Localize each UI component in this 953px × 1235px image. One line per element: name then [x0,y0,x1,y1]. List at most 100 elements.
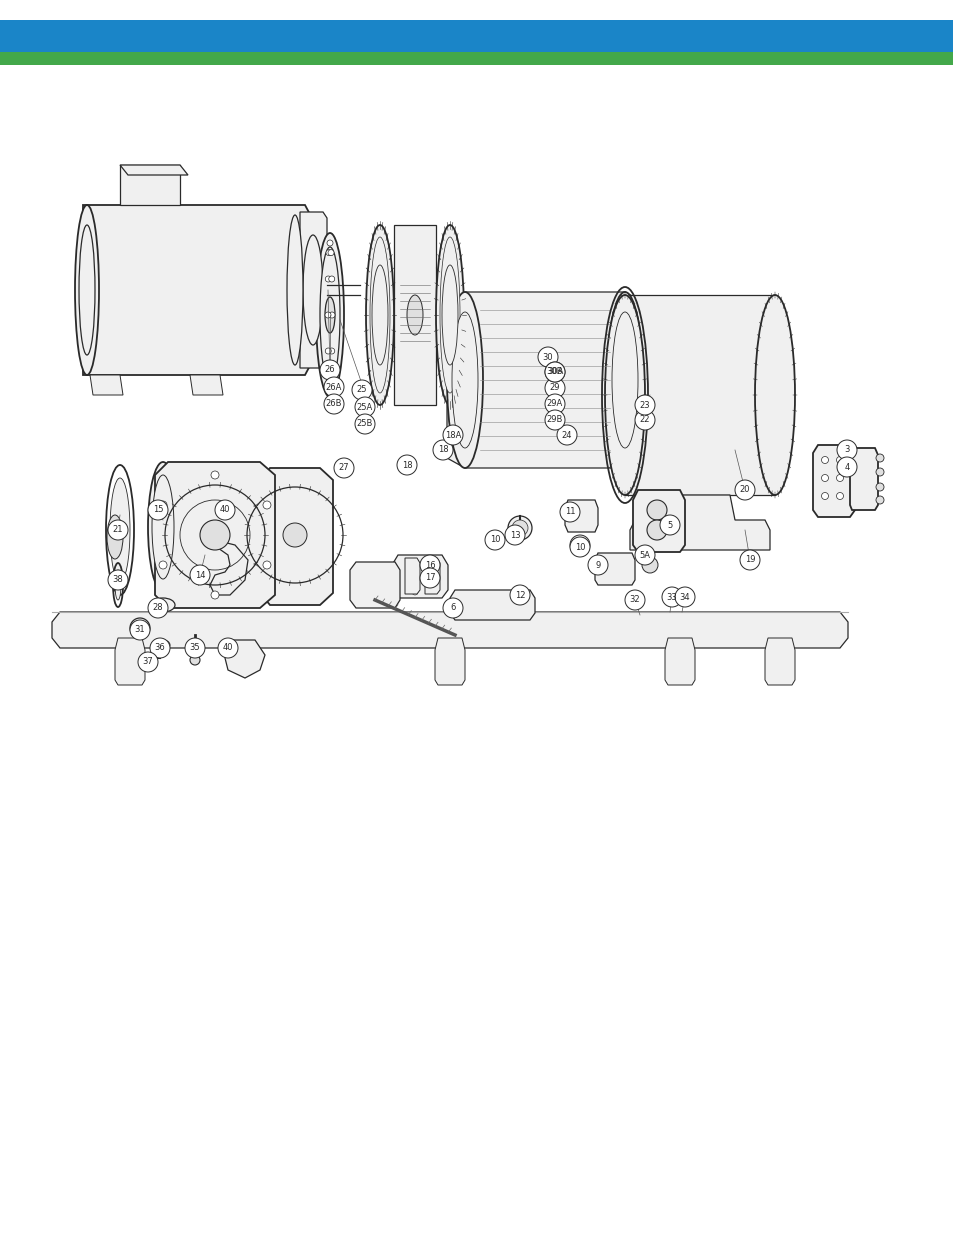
Ellipse shape [433,440,453,459]
Ellipse shape [324,377,344,396]
Ellipse shape [352,380,372,400]
Ellipse shape [412,562,417,568]
Text: 20: 20 [739,485,749,494]
Polygon shape [52,613,847,648]
Text: 18: 18 [401,461,412,469]
Polygon shape [564,500,598,532]
Ellipse shape [328,374,334,380]
Text: 38: 38 [112,576,123,584]
Ellipse shape [544,362,564,382]
Ellipse shape [75,205,99,375]
Ellipse shape [436,225,463,405]
Ellipse shape [327,384,333,390]
Text: 18A: 18A [444,431,460,440]
Ellipse shape [544,410,564,430]
Ellipse shape [821,493,827,499]
Ellipse shape [329,348,335,354]
Polygon shape [435,638,464,685]
Text: 36: 36 [154,643,165,652]
Ellipse shape [635,545,655,564]
Ellipse shape [836,457,856,477]
Ellipse shape [544,378,564,398]
Text: 9: 9 [595,561,600,569]
Ellipse shape [606,291,642,468]
Ellipse shape [151,598,174,613]
Polygon shape [83,205,313,375]
Ellipse shape [148,598,168,618]
Ellipse shape [218,638,237,658]
Text: 14: 14 [194,571,205,579]
Ellipse shape [836,457,842,463]
Ellipse shape [148,500,168,520]
Ellipse shape [144,655,152,662]
Text: 30A: 30A [546,368,562,377]
Ellipse shape [836,474,842,482]
Text: 32: 32 [629,595,639,604]
Ellipse shape [263,501,271,509]
Ellipse shape [325,348,331,354]
Ellipse shape [328,249,334,256]
Ellipse shape [283,522,307,547]
Ellipse shape [329,275,335,282]
Polygon shape [260,468,333,605]
Text: 21: 21 [112,526,123,535]
Ellipse shape [875,483,883,492]
Ellipse shape [138,652,158,672]
Ellipse shape [263,561,271,569]
Ellipse shape [287,215,303,366]
Polygon shape [90,375,123,395]
Text: 28: 28 [152,604,163,613]
Ellipse shape [200,520,230,550]
Ellipse shape [569,537,589,557]
Ellipse shape [510,585,530,605]
Text: 27: 27 [338,463,349,473]
Text: 40: 40 [222,643,233,652]
Ellipse shape [646,520,666,540]
Text: 25A: 25A [356,403,373,411]
Ellipse shape [734,480,754,500]
Ellipse shape [624,590,644,610]
Ellipse shape [504,525,524,545]
Ellipse shape [612,312,638,448]
Ellipse shape [319,247,339,383]
Text: 17: 17 [424,573,435,583]
Ellipse shape [646,500,666,520]
Polygon shape [447,291,642,468]
Ellipse shape [439,237,459,393]
Ellipse shape [544,362,564,382]
Bar [0,52,953,65]
Text: 33: 33 [666,593,677,601]
Polygon shape [225,640,265,678]
Ellipse shape [319,359,339,380]
Polygon shape [190,375,223,395]
Text: 4: 4 [843,462,849,472]
Ellipse shape [107,515,123,559]
Polygon shape [664,638,695,685]
Ellipse shape [507,516,532,540]
Bar [0,20,953,52]
Text: 29A: 29A [546,399,562,409]
Polygon shape [350,562,399,608]
Ellipse shape [557,425,577,445]
Text: 12: 12 [515,590,525,599]
Text: 5A: 5A [639,551,650,559]
Ellipse shape [325,312,331,317]
Ellipse shape [185,638,205,658]
Ellipse shape [407,295,422,335]
Ellipse shape [875,496,883,504]
Ellipse shape [329,312,335,317]
Ellipse shape [325,275,331,282]
Bar [0,20,953,52]
Ellipse shape [641,557,658,573]
Polygon shape [624,295,774,495]
Polygon shape [120,165,188,175]
Ellipse shape [110,478,130,582]
Ellipse shape [452,312,477,448]
Ellipse shape [211,592,219,599]
Ellipse shape [298,220,327,359]
Text: 23: 23 [639,400,650,410]
Ellipse shape [327,240,333,246]
Ellipse shape [754,295,794,495]
Ellipse shape [821,474,827,482]
Ellipse shape [442,425,462,445]
